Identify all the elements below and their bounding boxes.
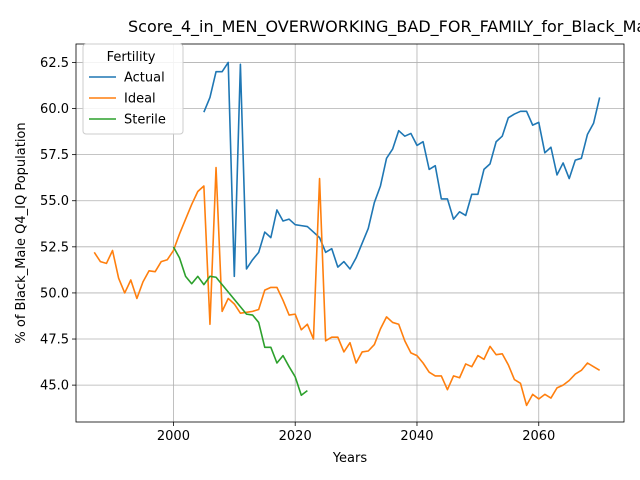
- y-tick-label: 55.0: [40, 194, 69, 209]
- y-tick-label: 57.5: [40, 148, 69, 163]
- legend-label-ideal: Ideal: [124, 92, 156, 107]
- y-tick-label: 52.5: [40, 240, 69, 255]
- series-line-sterile: [172, 246, 308, 397]
- plot-frame: [75, 43, 625, 423]
- y-tick-label: 45.0: [40, 379, 69, 394]
- x-tick-label: 2000: [157, 429, 190, 444]
- y-tick-label: 60.0: [40, 102, 69, 117]
- legend-box: [82, 43, 184, 135]
- y-axis-label: % of Black_Male Q4_IQ Population: [14, 122, 29, 343]
- legend-label-actual: Actual: [124, 71, 165, 86]
- series-lines: [93, 61, 601, 407]
- legend-label-sterile: Sterile: [124, 113, 166, 128]
- series-line-ideal: [93, 166, 601, 407]
- chart-title: Score_4_in_MEN_OVERWORKING_BAD_FOR_FAMIL…: [128, 17, 640, 37]
- x-tick-label: 2020: [279, 429, 312, 444]
- axis-ticks: 2000 2020 2040 2060 45.0 47.5 50.0 52.5 55.0 57.5…: [40, 56, 555, 444]
- y-tick-label: 62.5: [40, 56, 69, 71]
- x-tick-label: 2060: [522, 429, 555, 444]
- y-tick-label: 50.0: [40, 286, 69, 301]
- series-line-actual: [203, 61, 601, 278]
- y-tick-label: 47.5: [40, 333, 69, 348]
- legend-items: Actual Ideal Sterile: [89, 71, 166, 128]
- x-tick-label: 2040: [400, 429, 433, 444]
- legend-title: Fertility: [107, 50, 156, 65]
- x-axis-label: Years: [332, 451, 368, 466]
- legend: Fertility Actual Ideal Sterile: [82, 43, 184, 135]
